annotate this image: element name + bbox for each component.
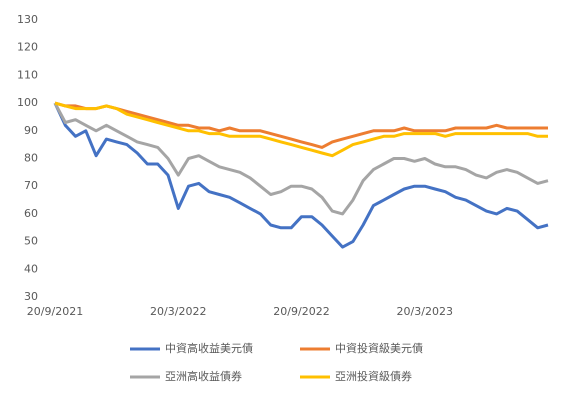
x-tick-label: 20/9/2022 [273, 305, 329, 318]
x-tick-label: 20/3/2022 [150, 305, 206, 318]
x-tick-label: 20/9/2021 [27, 305, 83, 318]
series-line [53, 102, 549, 216]
y-tick-label: 50 [24, 235, 38, 248]
y-tick-label: 30 [24, 290, 38, 303]
legend-label: 中資投資級美元債 [335, 341, 423, 355]
legend-label: 中資高收益美元債 [165, 341, 253, 355]
y-tick-label: 60 [24, 207, 38, 220]
series-line [54, 101, 548, 158]
y-tick-label: 90 [24, 124, 38, 137]
y-tick-label: 40 [24, 262, 38, 275]
y-tick-label: 110 [17, 68, 38, 81]
y-tick-label: 120 [17, 41, 38, 54]
series-line [54, 101, 548, 149]
y-tick-label: 80 [24, 152, 38, 165]
y-tick-label: 70 [24, 179, 38, 192]
x-tick-label: 20/3/2023 [397, 305, 453, 318]
y-tick-label: 100 [17, 96, 38, 109]
legend-label: 亞洲投資級債券 [335, 369, 412, 383]
series-line [53, 102, 549, 249]
y-tick-label: 130 [17, 13, 38, 26]
legend-label: 亞洲高收益債券 [165, 369, 242, 383]
